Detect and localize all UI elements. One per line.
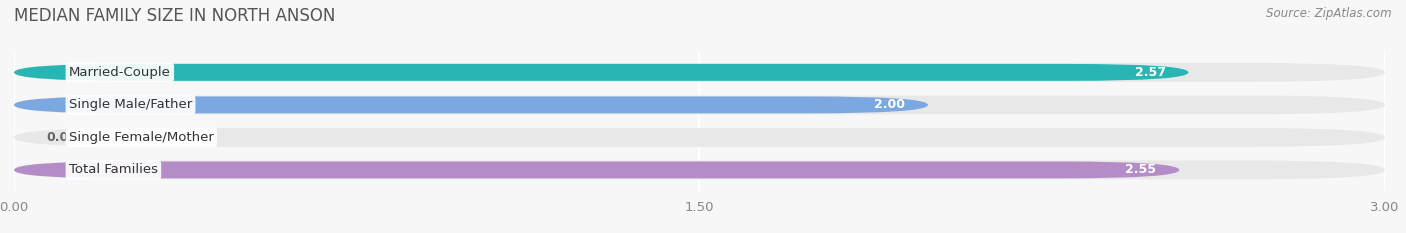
Text: Total Families: Total Families [69, 163, 157, 176]
Text: 0.00: 0.00 [46, 131, 77, 144]
FancyBboxPatch shape [14, 161, 1385, 179]
Text: Source: ZipAtlas.com: Source: ZipAtlas.com [1267, 7, 1392, 20]
Text: MEDIAN FAMILY SIZE IN NORTH ANSON: MEDIAN FAMILY SIZE IN NORTH ANSON [14, 7, 336, 25]
Text: 2.57: 2.57 [1135, 66, 1166, 79]
Text: 2.55: 2.55 [1125, 163, 1156, 176]
FancyBboxPatch shape [14, 128, 1385, 147]
Text: Single Female/Mother: Single Female/Mother [69, 131, 214, 144]
FancyBboxPatch shape [14, 63, 1385, 82]
FancyBboxPatch shape [14, 64, 1188, 81]
Text: 2.00: 2.00 [875, 98, 905, 111]
FancyBboxPatch shape [14, 161, 1180, 178]
Text: Married-Couple: Married-Couple [69, 66, 170, 79]
Text: Single Male/Father: Single Male/Father [69, 98, 193, 111]
FancyBboxPatch shape [14, 96, 1385, 114]
FancyBboxPatch shape [14, 96, 928, 113]
